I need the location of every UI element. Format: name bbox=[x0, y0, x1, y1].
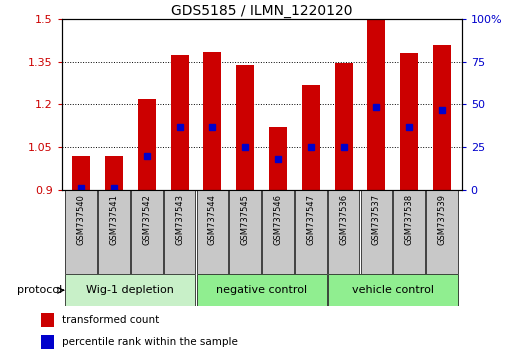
Bar bbox=[262, 190, 294, 274]
Bar bbox=[171, 55, 189, 190]
Bar bbox=[41, 313, 54, 327]
Text: percentile rank within the sample: percentile rank within the sample bbox=[62, 337, 238, 347]
Bar bbox=[269, 127, 287, 190]
Bar bbox=[72, 156, 90, 190]
Text: Wig-1 depletion: Wig-1 depletion bbox=[87, 285, 174, 295]
Text: protocol: protocol bbox=[17, 285, 62, 295]
Bar bbox=[328, 190, 360, 274]
Bar bbox=[138, 99, 156, 190]
Bar bbox=[236, 65, 254, 190]
Bar bbox=[98, 190, 130, 274]
Bar bbox=[433, 45, 451, 190]
Bar bbox=[334, 63, 352, 190]
Bar bbox=[361, 190, 392, 274]
Text: vehicle control: vehicle control bbox=[352, 285, 434, 295]
Bar bbox=[196, 274, 327, 307]
Text: GSM737538: GSM737538 bbox=[405, 194, 413, 245]
Bar bbox=[367, 19, 385, 190]
Text: GSM737536: GSM737536 bbox=[339, 194, 348, 245]
Text: GSM737546: GSM737546 bbox=[273, 194, 283, 245]
Bar bbox=[164, 190, 195, 274]
Bar bbox=[196, 190, 228, 274]
Bar bbox=[295, 190, 327, 274]
Text: negative control: negative control bbox=[216, 285, 307, 295]
Bar bbox=[302, 85, 320, 190]
Text: GSM737543: GSM737543 bbox=[175, 194, 184, 245]
Bar bbox=[204, 52, 222, 190]
Bar bbox=[328, 274, 458, 307]
Text: transformed count: transformed count bbox=[62, 315, 159, 325]
Title: GDS5185 / ILMN_1220120: GDS5185 / ILMN_1220120 bbox=[171, 4, 352, 18]
Text: GSM737537: GSM737537 bbox=[372, 194, 381, 245]
Text: GSM737542: GSM737542 bbox=[142, 194, 151, 245]
Bar bbox=[105, 156, 123, 190]
Bar bbox=[41, 336, 54, 349]
Bar bbox=[131, 190, 163, 274]
Text: GSM737541: GSM737541 bbox=[110, 194, 119, 245]
Text: GSM737539: GSM737539 bbox=[438, 194, 446, 245]
Text: GSM737540: GSM737540 bbox=[77, 194, 86, 245]
Text: GSM737544: GSM737544 bbox=[208, 194, 217, 245]
Bar bbox=[66, 190, 97, 274]
Bar bbox=[400, 53, 418, 190]
Bar bbox=[66, 274, 195, 307]
Text: GSM737547: GSM737547 bbox=[306, 194, 315, 245]
Bar bbox=[229, 190, 261, 274]
Bar bbox=[426, 190, 458, 274]
Bar bbox=[393, 190, 425, 274]
Text: GSM737545: GSM737545 bbox=[241, 194, 250, 245]
